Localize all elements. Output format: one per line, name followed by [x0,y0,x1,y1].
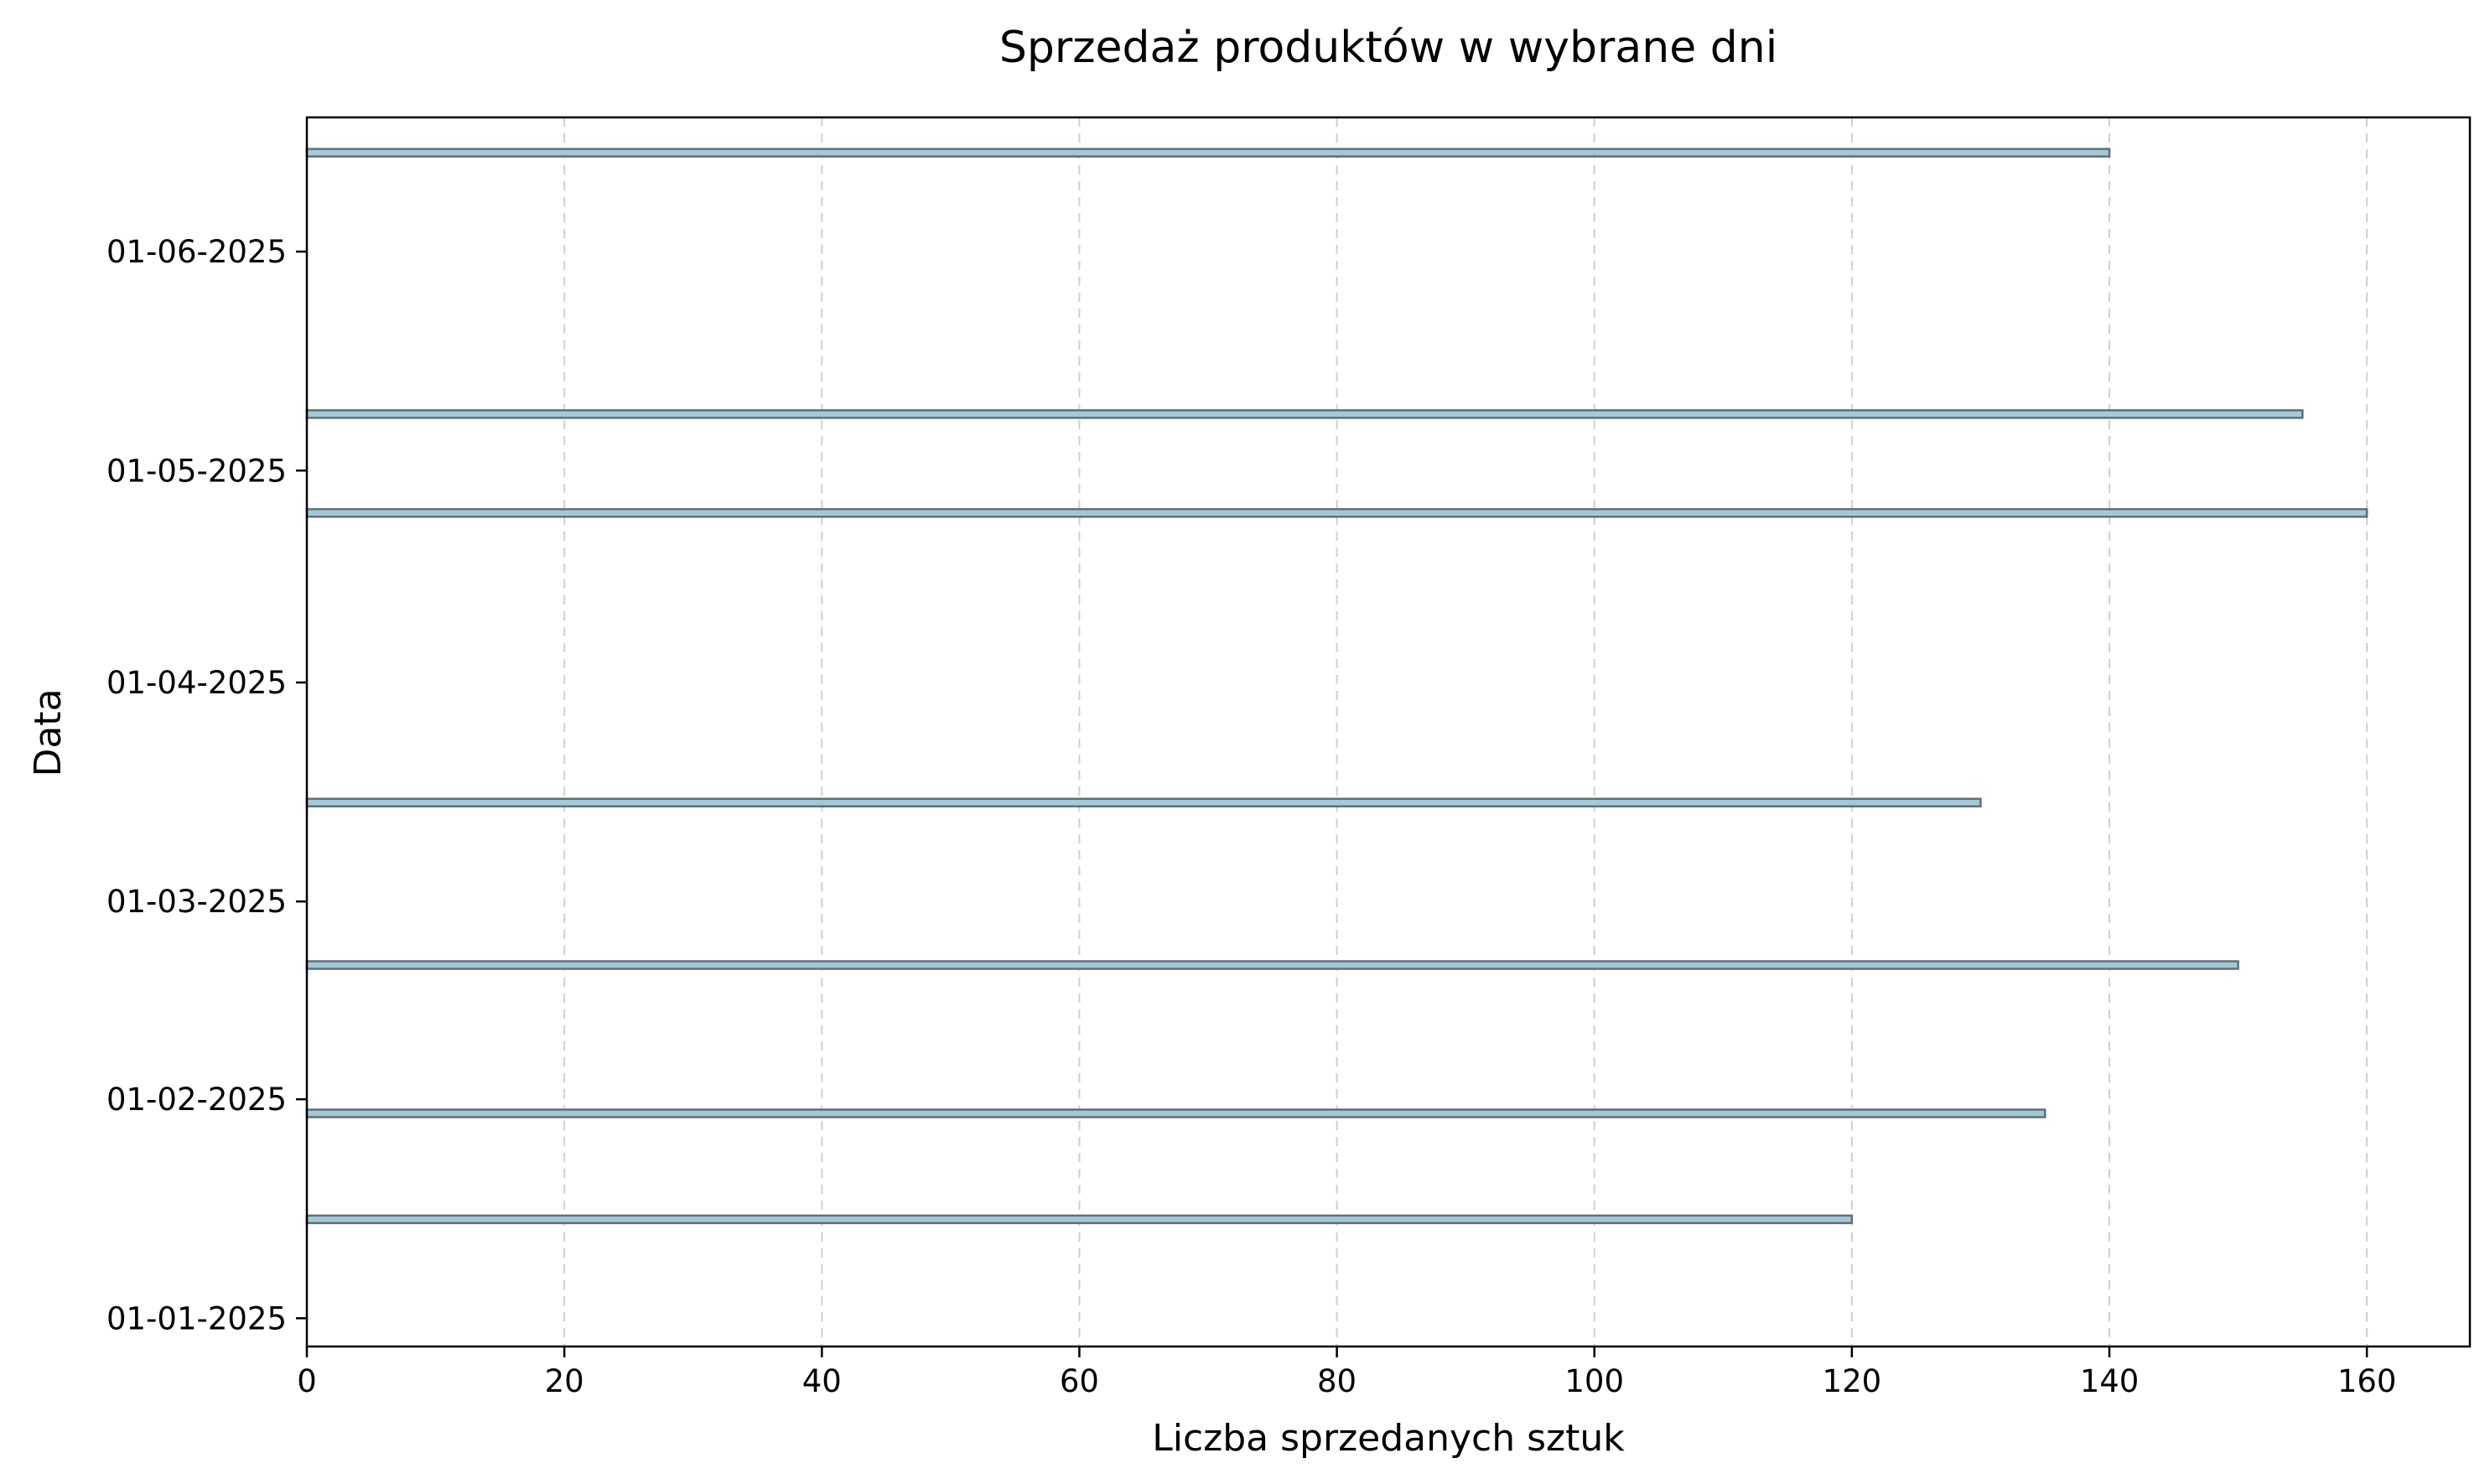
bar-2025-02-20 [305,960,2239,970]
y-tick-label: 01-01-2025 [106,1300,287,1336]
chart-title: Sprzedaż produktów w wybrane dni [999,23,1777,73]
y-axis-label: Data [27,688,70,776]
y-tick-label: 01-03-2025 [106,884,287,920]
x-tick-label: 60 [1060,1363,1099,1399]
y-tick-label: 01-04-2025 [106,665,287,701]
bar-2025-01-15 [305,1214,1854,1225]
x-tick-label: 40 [802,1363,842,1399]
x-tick-label: 160 [2337,1363,2397,1399]
y-tick-label: 01-02-2025 [106,1082,287,1118]
bar-2025-05-09 [305,409,2304,419]
x-tick-label: 140 [2080,1363,2140,1399]
grid-lines [563,117,2368,1346]
bar-2025-01-30 [305,1108,2046,1118]
y-axis-ticks: 01-01-2025 01-02-2025 01-03-2025 01-04-2025… [106,234,307,1336]
x-tick-label: 80 [1317,1363,1357,1399]
x-axis-label: Liczba sprzedanych sztuk [1152,1417,1625,1460]
y-tick-label: 01-06-2025 [106,234,287,270]
x-tick-label: 120 [1823,1363,1882,1399]
plot-frame [305,116,2472,1348]
x-axis-ticks: 0 20 40 60 80 100 120 140 160 [297,1346,2396,1399]
bar-2025-06-15 [305,148,2111,158]
x-tick-label: 20 [545,1363,584,1399]
bar-2025-03-15 [305,797,1982,808]
x-tick-label: 100 [1564,1363,1624,1399]
x-tick-label: 0 [297,1363,317,1399]
bar-2025-04-25 [305,508,2368,518]
y-tick-label: 01-05-2025 [106,453,287,489]
